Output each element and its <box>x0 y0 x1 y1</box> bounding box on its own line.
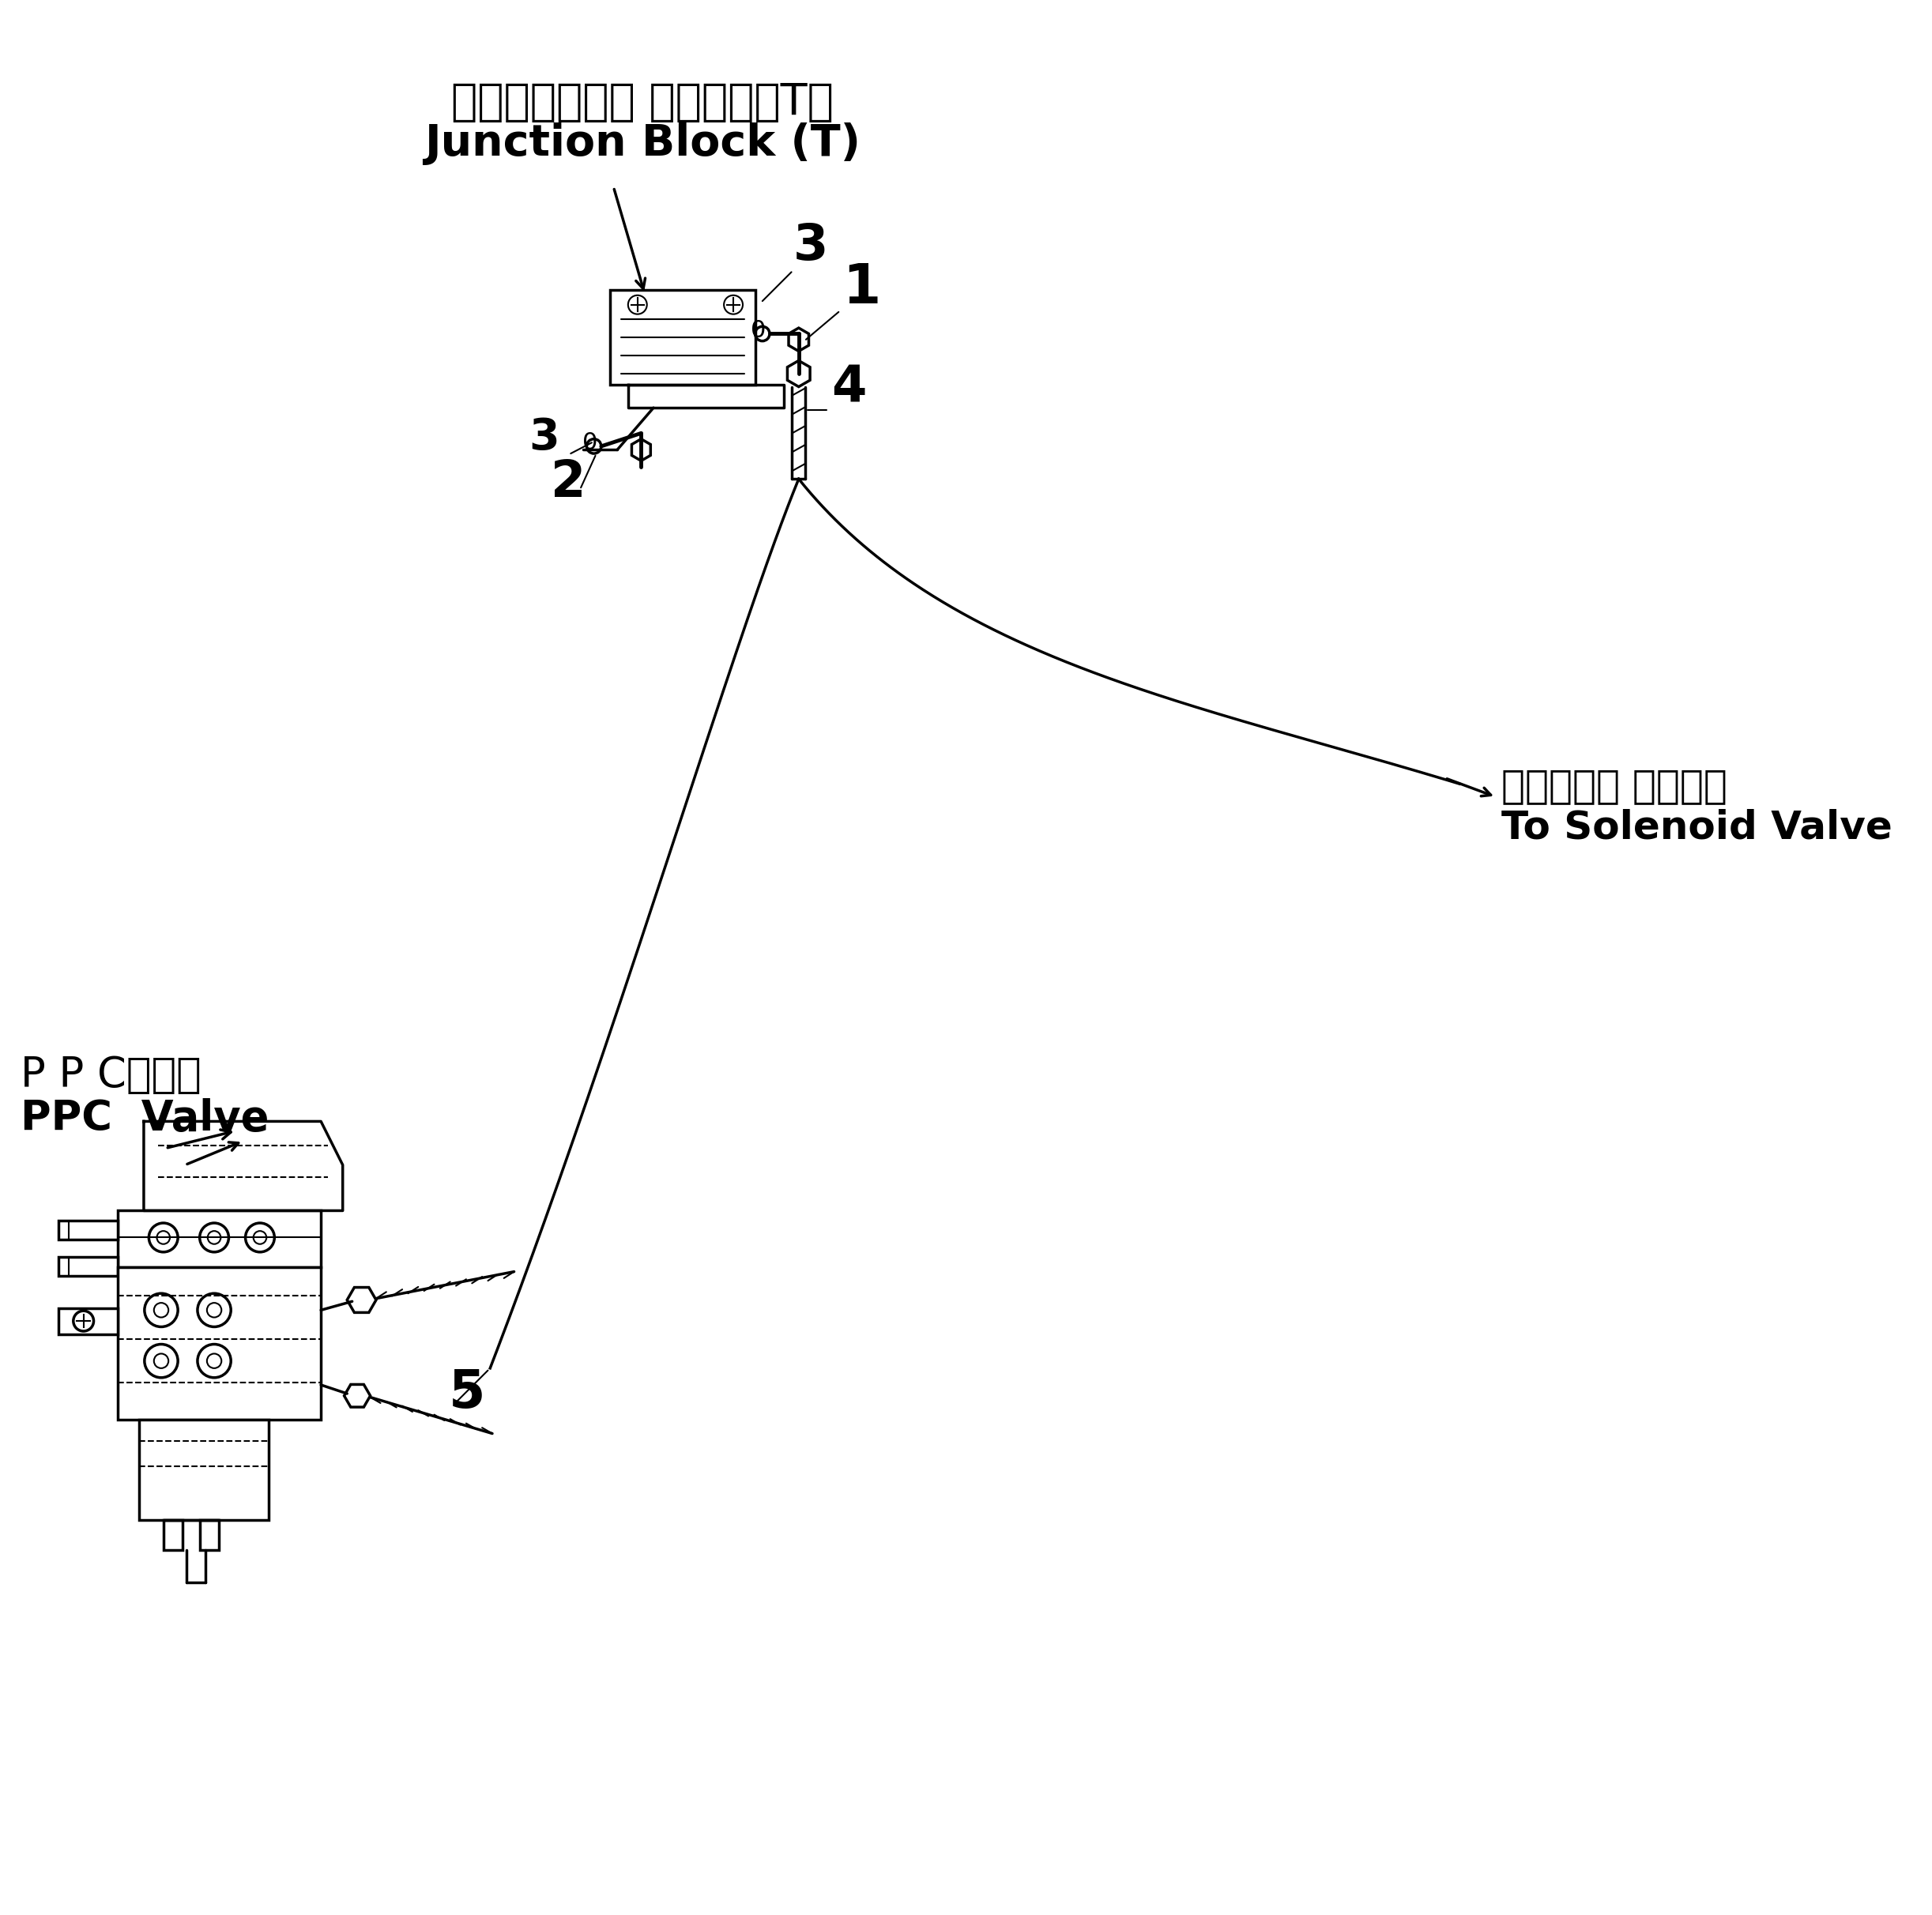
Text: 0: 0 <box>752 320 767 343</box>
Bar <box>164 1521 182 1551</box>
Text: 2: 2 <box>551 458 585 507</box>
Text: ソレノイド バルブへ: ソレノイド バルブへ <box>1501 766 1727 804</box>
Text: PPC  Valve: PPC Valve <box>21 1099 269 1139</box>
Text: 4: 4 <box>831 364 866 414</box>
Text: 1: 1 <box>842 260 881 314</box>
Bar <box>58 1256 118 1275</box>
Text: To Solenoid Valve: To Solenoid Valve <box>1501 808 1893 846</box>
Bar <box>58 1308 118 1335</box>
Bar <box>118 1268 321 1419</box>
Bar <box>118 1210 321 1268</box>
Text: 5: 5 <box>448 1367 485 1419</box>
Text: 3: 3 <box>529 417 558 460</box>
Text: 0: 0 <box>582 431 597 454</box>
Bar <box>611 291 755 385</box>
Text: Junction Block (T): Junction Block (T) <box>425 123 860 165</box>
Text: ジャンクション ブロック（T）: ジャンクション ブロック（T） <box>452 80 835 124</box>
Text: P P Cバルブ: P P Cバルブ <box>21 1055 201 1095</box>
Bar <box>139 1419 269 1521</box>
Bar <box>199 1521 218 1551</box>
Bar <box>58 1222 118 1239</box>
Text: 3: 3 <box>792 220 829 270</box>
